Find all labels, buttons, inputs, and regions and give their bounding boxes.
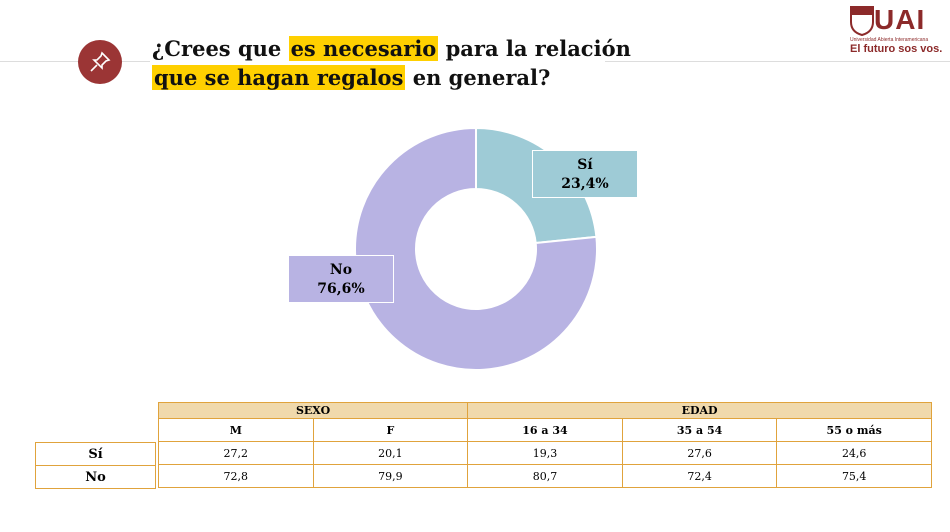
column-header: F (312, 418, 469, 442)
label-si: Sí 23,4% (532, 150, 638, 198)
group-header: SEXO (157, 402, 469, 419)
label-no: No 76,6% (288, 255, 394, 303)
table-cell: 75,4 (776, 464, 932, 488)
table-cell: 24,6 (776, 441, 932, 465)
column-header: 16 a 34 (467, 418, 623, 442)
title-text: para la relación (438, 36, 631, 61)
table-cell: 80,7 (467, 464, 623, 488)
label-si-value: 23,4% (561, 176, 609, 192)
table-row: 72,8 79,9 80,7 72,4 75,4 (158, 464, 932, 488)
table-cell: 79,9 (312, 464, 469, 488)
logo-text: UAI (874, 4, 926, 35)
table-cell: 27,6 (621, 441, 778, 465)
row-label-table: Sí No (35, 442, 156, 489)
title-highlight: que se hagan regalos (152, 65, 406, 90)
table-cell: 72,8 (158, 464, 314, 488)
table-row: 27,2 20,1 19,3 27,6 24,6 (158, 441, 932, 465)
pin-badge (78, 40, 122, 84)
column-header: M (158, 418, 314, 442)
header-rule-right (605, 61, 950, 62)
shield-icon (850, 6, 874, 36)
row-label: No (35, 465, 156, 489)
label-no-category: No (329, 262, 353, 278)
table-cell: 27,2 (158, 441, 314, 465)
row-label: Sí (35, 442, 156, 466)
table-cell: 20,1 (312, 441, 469, 465)
crosstab-table: SEXO EDAD M F 16 a 34 35 a 54 55 o más 27,2 20… (157, 402, 932, 488)
donut-slice-no (354, 126, 598, 371)
title-text: ¿Crees que (152, 36, 289, 61)
donut-chart (354, 126, 598, 371)
logo-slogan: El futuro sos vos. (850, 43, 943, 55)
question-title: ¿Crees que es necesario para la relación… (152, 34, 631, 92)
column-header: 55 o más (776, 418, 932, 442)
logo-subtitle: Universidad Abierta Interamericana (850, 37, 929, 43)
table-cell: 19,3 (467, 441, 623, 465)
group-header: EDAD (467, 402, 932, 419)
label-no-value: 76,6% (317, 281, 365, 297)
title-highlight: es necesario (288, 36, 439, 61)
column-header: 35 a 54 (621, 418, 778, 442)
title-text: en general? (405, 65, 551, 90)
pushpin-icon (90, 51, 111, 72)
header-rule-left (0, 61, 150, 62)
label-si-category: Sí (577, 157, 593, 173)
table-cell: 72,4 (621, 464, 778, 488)
